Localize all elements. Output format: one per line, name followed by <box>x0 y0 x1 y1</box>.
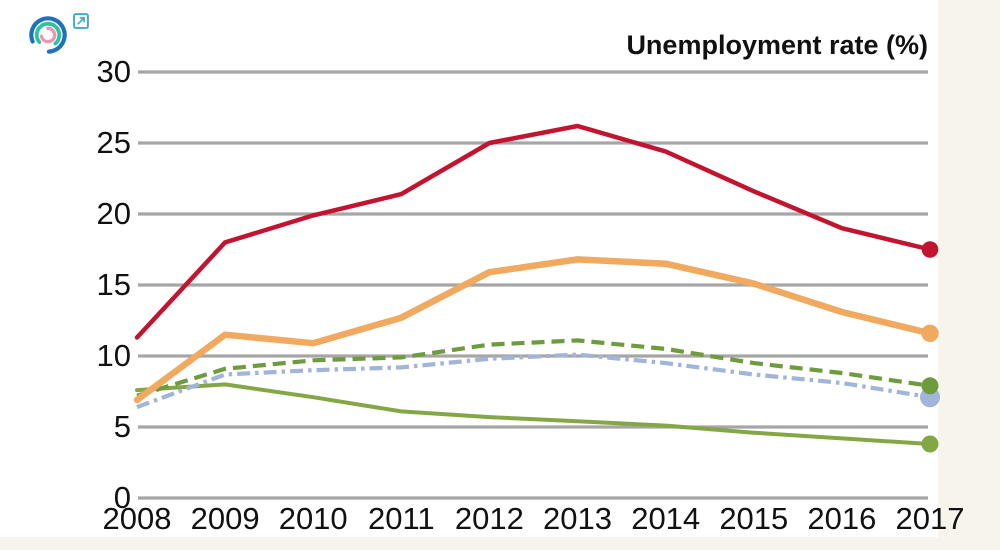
series-end-dot-orange-solid-line <box>921 324 939 342</box>
logo-outer-arc <box>29 16 67 54</box>
series-green-solid-line <box>135 382 932 446</box>
y-tick-label-25: 25 <box>97 125 131 160</box>
logo-inner-arc <box>39 26 57 44</box>
series-end-dot-red-solid-line <box>921 241 939 258</box>
x-tick-label-2013: 2013 <box>543 501 612 536</box>
y-tick-label-20: 20 <box>97 196 131 231</box>
x-tick-label-2012: 2012 <box>455 501 524 536</box>
y-tick-label-10: 10 <box>97 338 131 373</box>
x-tick-label-2016: 2016 <box>807 501 876 536</box>
app-logo[interactable] <box>28 15 68 55</box>
y-tick-label-5: 5 <box>114 409 131 444</box>
logo-middle-arc <box>34 21 62 49</box>
series-blue-dash-dot-line <box>136 352 931 410</box>
x-tick-label-2010: 2010 <box>279 501 348 536</box>
x-tick-label-2015: 2015 <box>719 501 788 536</box>
series-orange-solid-line <box>133 256 934 404</box>
series-red-solid-line <box>134 123 933 340</box>
external-link-icon[interactable] <box>73 13 89 29</box>
series-end-dot-green-dashed-line <box>921 377 939 395</box>
x-tick-label-2014: 2014 <box>631 501 700 536</box>
x-tick-label-2009: 2009 <box>191 501 260 536</box>
series-end-dot-green-solid-line <box>921 435 939 453</box>
y-tick-label-15: 15 <box>97 267 131 302</box>
series-green-dashed-line <box>136 338 931 398</box>
x-tick-label-2011: 2011 <box>368 501 435 536</box>
x-tick-label-2017: 2017 <box>896 501 965 536</box>
x-tick-label-2008: 2008 <box>103 501 172 536</box>
y-tick-label-30: 30 <box>97 54 131 89</box>
y-tick-label-0: 0 <box>114 480 131 515</box>
page-edge-bottom <box>0 537 1000 550</box>
page-edge-right <box>938 0 1000 550</box>
widget-header <box>28 13 98 61</box>
chart-title: Unemployment rate (%) <box>626 30 928 60</box>
